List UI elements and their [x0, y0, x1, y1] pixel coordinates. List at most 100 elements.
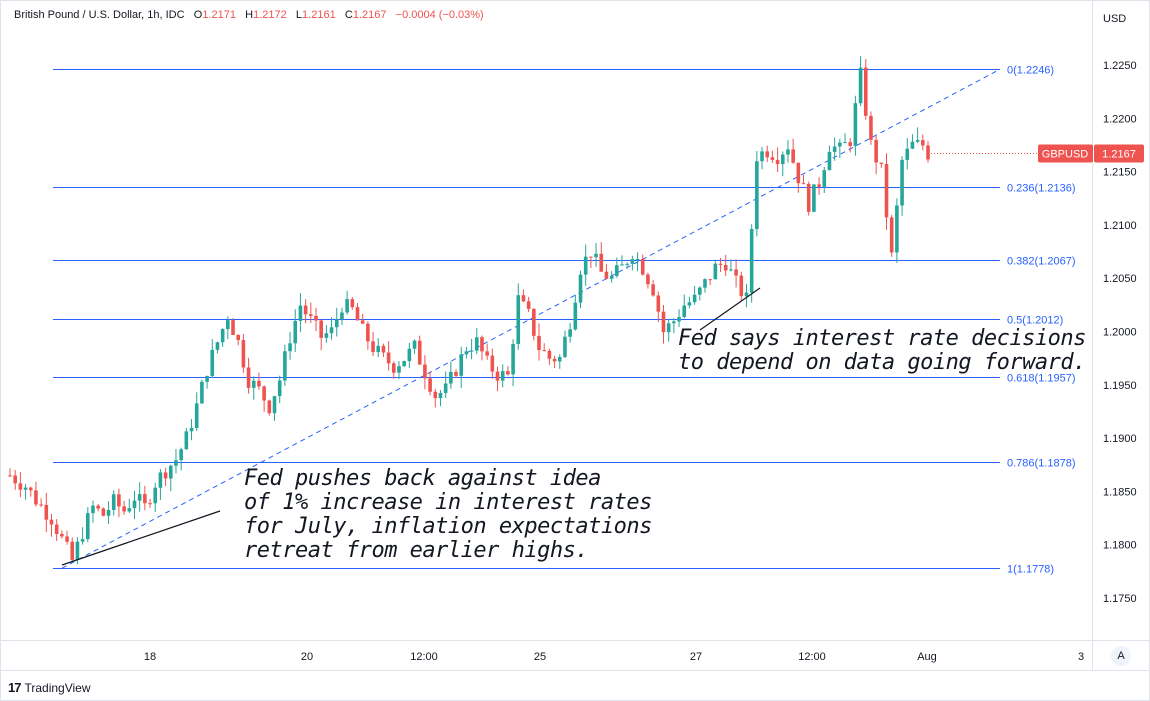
- candle-body: [80, 539, 85, 542]
- change-value: −0.0004 (−0.03%): [395, 9, 484, 21]
- candle-body: [770, 157, 775, 160]
- candle-body: [874, 139, 878, 163]
- candle-body: [843, 142, 847, 144]
- candle-body: [381, 345, 386, 353]
- candle-body: [459, 354, 464, 376]
- candle-body: [511, 344, 515, 375]
- candle-body: [423, 364, 427, 379]
- annotation-text[interactable]: of 1% increase in interest rates: [244, 490, 652, 515]
- candle-body: [578, 274, 583, 303]
- candle-body: [111, 494, 116, 510]
- annotation-pointer[interactable]: [699, 287, 761, 331]
- candle-body: [677, 317, 681, 322]
- currency-label: USD: [1103, 13, 1126, 25]
- candle-body: [796, 162, 801, 184]
- candle-body: [827, 151, 832, 171]
- tradingview-icon: 17: [8, 680, 22, 695]
- candle-body: [454, 371, 458, 376]
- candle-body: [713, 263, 718, 280]
- candle-body: [620, 264, 624, 266]
- candle-body: [469, 350, 474, 352]
- candle-body: [65, 536, 69, 542]
- y-tick-label: 1.2100: [1103, 220, 1137, 232]
- candle-body: [226, 320, 230, 330]
- candle-body: [687, 302, 692, 306]
- candle-body: [521, 295, 526, 302]
- symbol-legend: British Pound / U.S. Dollar, 1h, IDC O1.…: [14, 9, 484, 21]
- candle-body: [153, 487, 158, 504]
- candle-body: [137, 494, 142, 501]
- candle-body: [194, 403, 199, 429]
- low-value: 1.2161: [302, 9, 336, 21]
- candle-body: [371, 341, 375, 353]
- candle-body: [806, 183, 811, 212]
- candle-body: [13, 475, 17, 484]
- tradingview-logo[interactable]: 17 TradingView: [8, 680, 91, 695]
- fib-level-label: 0.786(1.1878): [1007, 458, 1076, 470]
- y-tick-label: 1.1950: [1103, 380, 1137, 392]
- candle-body: [775, 159, 780, 165]
- candle-body: [132, 500, 137, 509]
- candle-body: [838, 142, 842, 147]
- candle-body: [910, 141, 915, 149]
- annotation-pointer[interactable]: [61, 510, 221, 566]
- candle-body: [288, 343, 292, 352]
- high-label: H: [245, 9, 254, 21]
- y-tick-label: 1.2050: [1103, 273, 1137, 285]
- candle-body: [158, 472, 163, 488]
- candle-body: [848, 142, 853, 146]
- candle-body: [926, 145, 930, 160]
- annotation-text[interactable]: Fed pushes back against idea: [244, 466, 601, 491]
- candle-body: [117, 494, 121, 507]
- candle-body: [812, 184, 816, 212]
- candle-body: [340, 312, 344, 320]
- candle-body: [96, 505, 100, 509]
- candles: [8, 56, 930, 565]
- y-tick-label: 1.1850: [1103, 486, 1137, 498]
- candle-body: [485, 351, 489, 356]
- candle-body: [60, 534, 64, 537]
- candle-body: [739, 275, 744, 297]
- candle-body: [734, 269, 738, 276]
- candle-body: [283, 351, 287, 381]
- candle-body: [640, 258, 645, 275]
- y-tick-label: 1.2250: [1103, 60, 1137, 72]
- candle-body: [552, 358, 557, 362]
- candle-body: [433, 391, 438, 399]
- annotation-text[interactable]: Fed says interest rate decisions: [678, 326, 1086, 351]
- annotation-text[interactable]: to depend on data going forward.: [678, 350, 1086, 375]
- last-price-label: 1.2167: [1102, 148, 1136, 160]
- candle-body: [319, 320, 323, 338]
- candle-body: [692, 294, 697, 303]
- last-price-tag: [1094, 144, 1144, 163]
- candle-body: [915, 140, 920, 142]
- candle-body: [407, 348, 412, 362]
- candle-body: [449, 371, 453, 384]
- candle-body: [438, 392, 443, 399]
- candle-body: [537, 335, 541, 351]
- candle-body: [49, 519, 54, 525]
- annotation-text[interactable]: for July, inflation expectations: [244, 514, 652, 539]
- candle-body: [428, 378, 432, 392]
- fib-trend-line[interactable]: [61, 68, 1001, 569]
- ticker-tag: [1038, 144, 1093, 163]
- candle-body: [889, 217, 894, 253]
- candle-body: [661, 311, 666, 333]
- candle-body: [39, 504, 43, 506]
- candle-body: [682, 305, 687, 318]
- fibonacci-retracement[interactable]: 0(1.2246) 0.236(1.2136) 0.382(1.2067) 0.5(1…: [53, 65, 1076, 576]
- candle-body: [464, 351, 469, 355]
- auto-scale-button[interactable]: A: [1111, 646, 1131, 666]
- candle-body: [220, 329, 225, 343]
- candle-body: [34, 490, 38, 505]
- candle-body: [573, 302, 578, 330]
- annotation-text[interactable]: retreat from earlier highs.: [244, 538, 589, 563]
- candle-body: [205, 375, 209, 382]
- candle-body: [495, 371, 500, 381]
- candle-body: [360, 320, 365, 324]
- candle-body: [334, 319, 339, 328]
- high-value: 1.2172: [253, 9, 287, 21]
